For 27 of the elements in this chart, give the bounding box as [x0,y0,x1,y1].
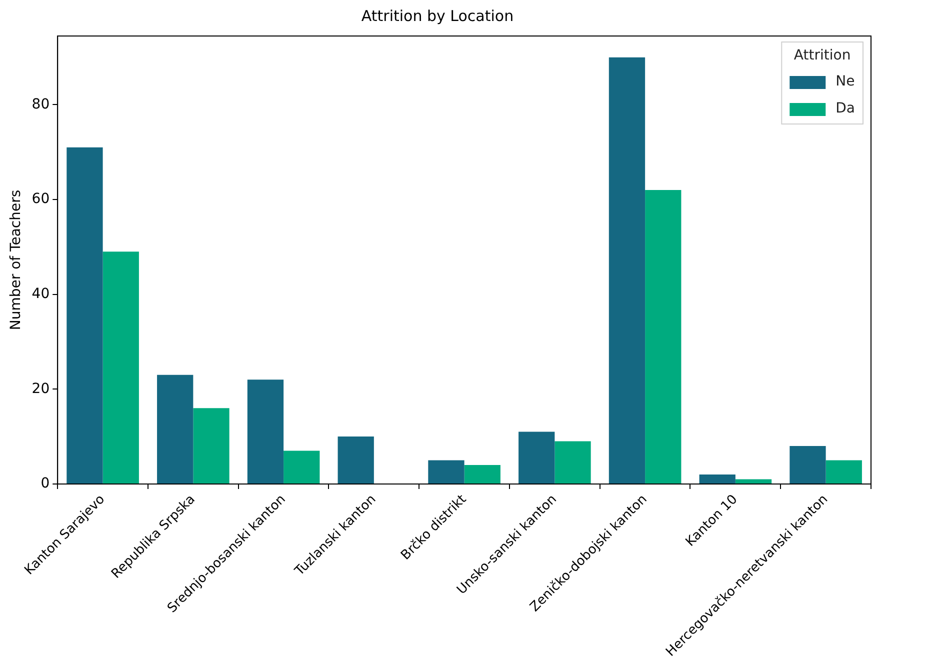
bar [157,374,194,484]
bar [66,147,103,484]
bar [554,441,591,484]
bar [247,380,284,484]
bar [826,460,862,484]
legend-label: Ne [836,74,855,90]
bar [518,432,555,484]
bar [645,190,682,484]
bar [102,252,139,484]
y-tick-label: 60 [32,191,50,208]
bar [735,479,772,484]
y-tick-label: 40 [32,286,50,302]
legend-title: Attrition [794,48,851,64]
y-tick-label: 0 [40,476,50,492]
chart-title: Attrition by Location [361,6,514,25]
bar [193,408,230,484]
bar [284,450,320,484]
bar [699,474,736,484]
bar [338,436,374,484]
bar [608,57,646,484]
bar [790,446,826,484]
bar [464,464,500,484]
legend-label: Da [836,100,855,117]
y-tick-label: 20 [32,380,50,397]
y-axis-title: Number of Teachers [8,190,24,330]
y-tick-label: 80 [32,96,50,112]
bar [428,460,464,484]
